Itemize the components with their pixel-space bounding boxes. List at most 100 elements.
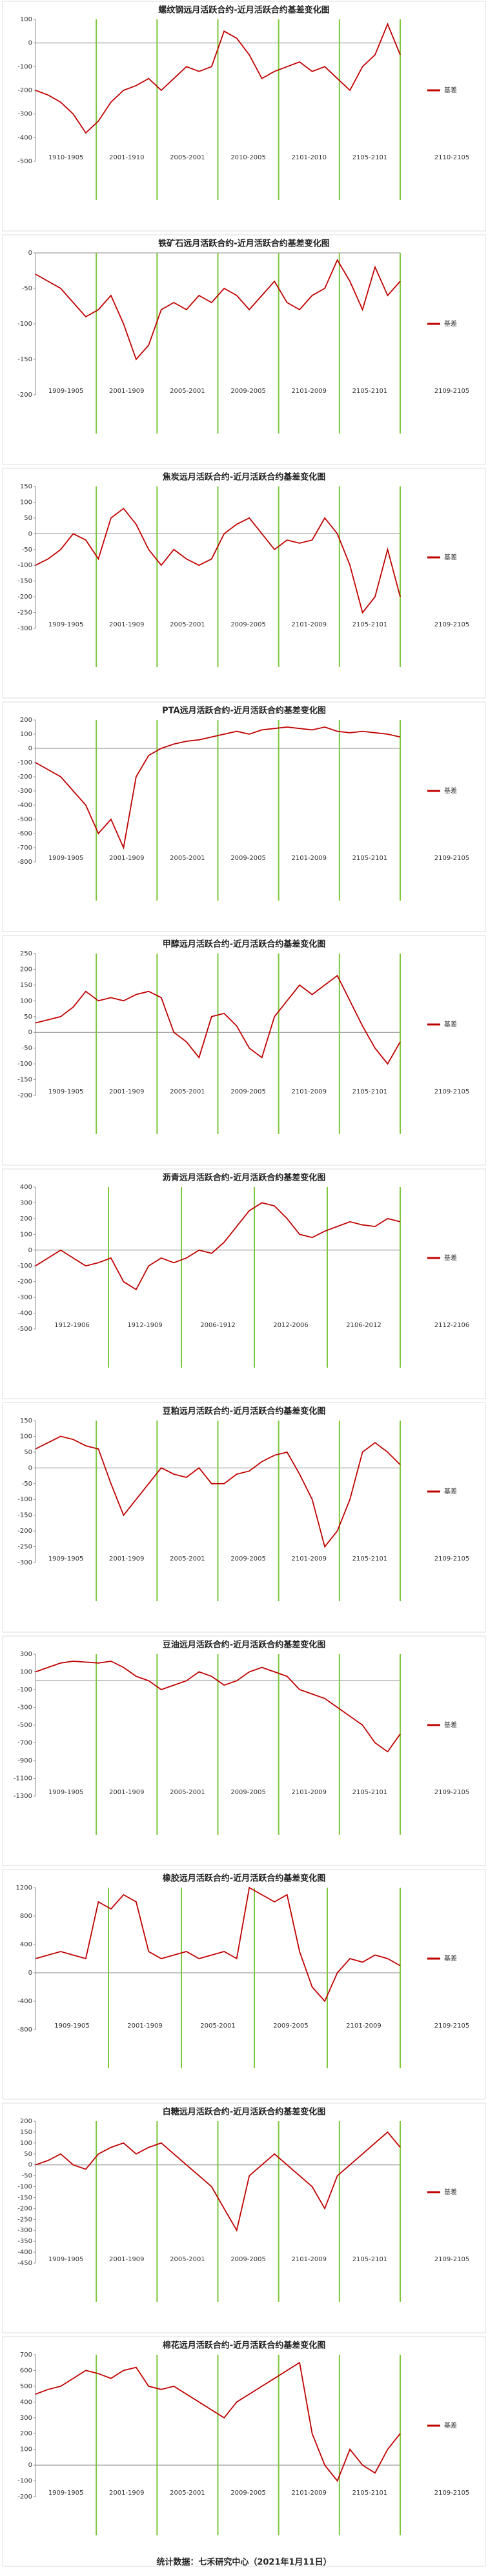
series-line [35, 507, 401, 614]
y-tick-label: -900 [17, 1757, 32, 1764]
y-tick-label: -1100 [14, 1775, 32, 1782]
period-label: 2109-2105 [434, 1555, 470, 1563]
y-tick-label: -100 [17, 2184, 32, 2191]
legend-label: 基差 [444, 86, 457, 94]
y-tick-label: -300 [17, 625, 32, 632]
y-tick-label: 150 [20, 2129, 32, 2136]
legend-label: 基差 [444, 2421, 457, 2430]
period-label: 2001-1909 [127, 2022, 163, 2030]
y-tick-label: 0 [28, 745, 32, 752]
y-tick-label: -800 [17, 859, 32, 866]
chart-frame [2, 701, 486, 932]
period-label: 2009-2005 [273, 2022, 309, 2030]
period-label: 2105-2101 [352, 621, 388, 628]
y-tick-label: -100 [17, 321, 32, 328]
legend-label: 基差 [444, 1487, 457, 1495]
chart-title: 沥青远月活跃合约-近月活跃合约基差变化图 [163, 1173, 325, 1183]
period-label: 2010-2005 [230, 154, 266, 161]
y-tick-label: -200 [17, 87, 32, 94]
period-label: 2101-2009 [291, 855, 327, 862]
chart: 白糖远月活跃合约-近月活跃合约基差变化图 200 150 100 50 0 -50 -100 -… [2, 2102, 486, 2333]
y-tick-label: -150 [17, 2194, 32, 2201]
period-label: 2005-2001 [170, 388, 205, 395]
chart: 甲醇远月活跃合约-近月活跃合约基差变化图 250 200 150 100 50 0 -50 -1… [2, 935, 486, 1166]
chart: 豆油远月活跃合约-近月活跃合约基差变化图 300 100 -100 -300 -500 -7… [2, 1635, 486, 1866]
period-label: 2009-2005 [230, 2256, 266, 2263]
y-tick-label: -250 [17, 610, 32, 617]
y-tick-label: -250 [17, 2216, 32, 2223]
period-label: 2005-2001 [170, 1789, 205, 1796]
period-label: 1909-1905 [48, 855, 84, 862]
period-label: 2005-2001 [170, 621, 205, 628]
period-label: 2101-2009 [291, 1555, 327, 1563]
y-tick-label: 200 [20, 1215, 32, 1223]
y-tick-label: 200 [20, 717, 32, 724]
y-tick-label: -600 [17, 830, 32, 837]
period-label: 2001-1909 [109, 1555, 145, 1563]
chart-title: 白糖远月活跃合约-近月活跃合约基差变化图 [163, 2107, 325, 2117]
series-line [35, 22, 401, 134]
period-label: 2001-1909 [109, 1789, 145, 1796]
y-tick-label: 0 [28, 530, 32, 537]
y-tick-label: 50 [24, 515, 32, 522]
y-tick-label: 0 [28, 40, 32, 47]
legend-label: 基差 [444, 786, 457, 795]
period-label: 2105-2101 [352, 1789, 388, 1796]
y-tick-label: 200 [20, 2118, 32, 2125]
series-line [35, 1661, 401, 1753]
y-tick-label: 100 [20, 499, 32, 506]
period-label: 2109-2105 [434, 2490, 470, 2497]
y-tick-label: 50 [24, 1013, 32, 1021]
period-label: 1912-1909 [127, 1322, 163, 1329]
legend-label: 基差 [444, 319, 457, 328]
legend-label: 基差 [444, 1020, 457, 1028]
chart: 豆粕远月活跃合约-近月活跃合约基差变化图 150 100 50 0 -50 -100 -150… [2, 1402, 486, 1633]
y-tick-label: 200 [20, 966, 32, 973]
y-tick-label: 0 [28, 250, 32, 257]
y-tick-label: 200 [20, 2430, 32, 2437]
y-tick-label: -150 [17, 1077, 32, 1084]
series-line [35, 726, 401, 850]
y-tick-label: -300 [17, 111, 32, 118]
y-tick-label: -50 [22, 285, 32, 292]
chart-frame [2, 1168, 486, 1399]
period-label: 2009-2005 [230, 855, 266, 862]
period-label: 2005-2001 [170, 154, 205, 161]
period-label: 2101-2009 [291, 388, 327, 395]
period-label: 2001-1909 [109, 1088, 145, 1095]
y-tick-label: -400 [17, 802, 32, 809]
y-tick-label: 100 [20, 1231, 32, 1238]
chart-title: 豆粕远月活跃合约-近月活跃合约基差变化图 [163, 1406, 325, 1417]
period-label: 2009-2005 [230, 621, 266, 628]
y-tick-label: 100 [20, 16, 32, 23]
y-tick-label: 0 [28, 1970, 32, 1977]
chart-frame [2, 1402, 486, 1633]
y-tick-label: -300 [17, 1559, 32, 1566]
y-tick-label: -200 [17, 594, 32, 601]
period-label: 2009-2005 [230, 388, 266, 395]
y-tick-label: -450 [17, 2260, 32, 2267]
y-tick-label: 0 [28, 2462, 32, 2469]
y-tick-label: -100 [17, 562, 32, 569]
y-tick-label: -400 [17, 1998, 32, 2005]
y-tick-label: -700 [17, 844, 32, 852]
period-label: 2009-2005 [230, 1555, 266, 1563]
y-tick-label: 600 [20, 2367, 32, 2374]
y-tick-label: 400 [20, 1184, 32, 1191]
chart-title: 焦炭远月活跃合约-近月活跃合约基差变化图 [162, 472, 325, 483]
chart-frame [2, 1635, 486, 1866]
y-tick-label: -100 [17, 1686, 32, 1693]
period-label: 2005-2001 [170, 2490, 205, 2497]
legend-label: 基差 [444, 1253, 457, 1262]
period-label: 2105-2101 [352, 855, 388, 862]
legend-label: 基差 [444, 1721, 457, 1729]
chart: 橡胶远月活跃合约-近月活跃合约基差变化图 1200 800 400 0 -400 -800 1… [2, 1869, 486, 2100]
y-tick-label: 150 [20, 483, 32, 490]
y-tick-label: -50 [22, 1481, 32, 1488]
y-tick-label: -350 [17, 2238, 32, 2245]
y-tick-label: 0 [28, 2162, 32, 2169]
chart-title: 橡胶远月活跃合约-近月活跃合约基差变化图 [163, 1873, 325, 1884]
y-tick-label: 800 [20, 1913, 32, 1920]
y-tick-label: -150 [17, 1512, 32, 1519]
y-tick-label: 1200 [16, 1884, 32, 1892]
